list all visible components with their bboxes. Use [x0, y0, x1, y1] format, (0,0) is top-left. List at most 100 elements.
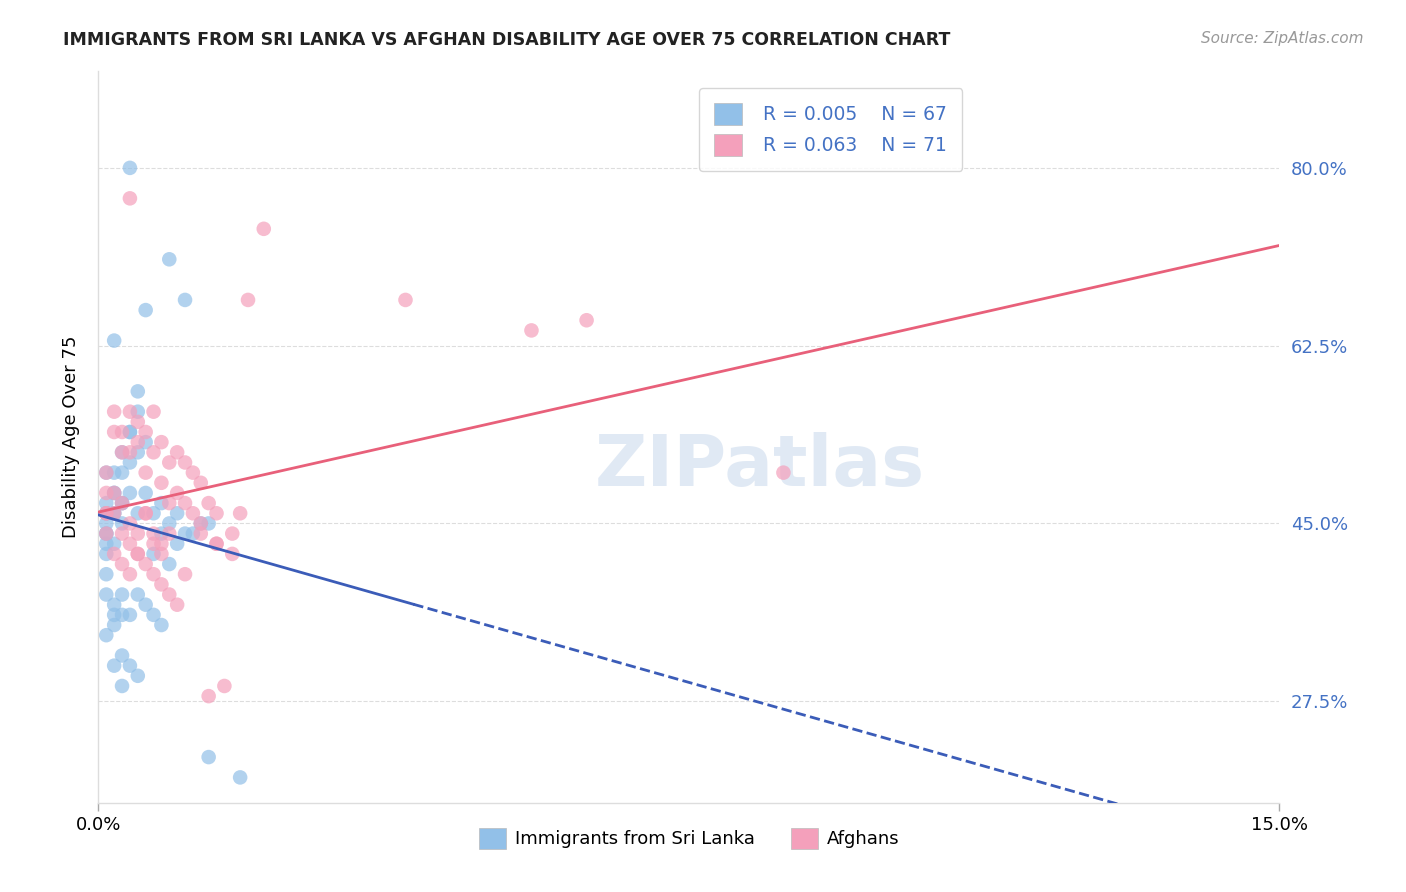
Point: [118, 161, 141, 175]
Point: [96, 526, 118, 541]
Point: [103, 618, 125, 632]
Text: ZIPatlas: ZIPatlas: [595, 432, 925, 500]
Point: [575, 313, 598, 327]
Point: [103, 506, 125, 520]
Point: [127, 547, 149, 561]
Point: [166, 445, 188, 459]
Point: [103, 486, 125, 500]
Point: [520, 323, 543, 337]
Point: [190, 475, 212, 490]
Point: [111, 496, 134, 510]
Point: [103, 537, 125, 551]
Point: [174, 293, 197, 307]
Point: [174, 455, 197, 469]
Point: [166, 598, 188, 612]
Point: [135, 506, 157, 520]
Point: [135, 506, 157, 520]
Point: [111, 496, 134, 510]
Point: [157, 557, 180, 571]
Legend: Immigrants from Sri Lanka, Afghans: Immigrants from Sri Lanka, Afghans: [471, 821, 907, 856]
Point: [205, 506, 228, 520]
Point: [118, 567, 141, 582]
Point: [111, 557, 134, 571]
Point: [127, 445, 149, 459]
Point: [111, 588, 134, 602]
Point: [96, 537, 118, 551]
Point: [127, 415, 149, 429]
Point: [118, 445, 141, 459]
Point: [181, 526, 204, 541]
Point: [142, 547, 165, 561]
Point: [142, 405, 165, 419]
Point: [135, 303, 157, 318]
Point: [96, 506, 118, 520]
Point: [96, 516, 118, 531]
Point: [150, 435, 173, 450]
Point: [96, 588, 118, 602]
Point: [127, 526, 149, 541]
Point: [205, 537, 228, 551]
Point: [135, 598, 157, 612]
Point: [118, 537, 141, 551]
Point: [229, 771, 252, 785]
Point: [135, 486, 157, 500]
Point: [118, 425, 141, 439]
Point: [118, 405, 141, 419]
Point: [103, 547, 125, 561]
Point: [135, 425, 157, 439]
Point: [96, 486, 118, 500]
Point: [142, 526, 165, 541]
Point: [127, 588, 149, 602]
Point: [157, 516, 180, 531]
Point: [96, 526, 118, 541]
Point: [150, 526, 173, 541]
Point: [150, 475, 173, 490]
Point: [221, 526, 243, 541]
Point: [96, 496, 118, 510]
Point: [127, 506, 149, 520]
Point: [103, 425, 125, 439]
Point: [197, 496, 219, 510]
Point: [197, 516, 219, 531]
Point: [150, 496, 173, 510]
Point: [127, 669, 149, 683]
Point: [96, 526, 118, 541]
Point: [181, 466, 204, 480]
Point: [157, 588, 180, 602]
Point: [142, 506, 165, 520]
Point: [157, 455, 180, 469]
Point: [190, 516, 212, 531]
Point: [166, 506, 188, 520]
Point: [229, 506, 252, 520]
Point: [214, 679, 236, 693]
Point: [142, 537, 165, 551]
Point: [111, 607, 134, 622]
Point: [118, 658, 141, 673]
Point: [190, 526, 212, 541]
Point: [127, 435, 149, 450]
Point: [111, 445, 134, 459]
Point: [111, 526, 134, 541]
Point: [174, 567, 197, 582]
Text: IMMIGRANTS FROM SRI LANKA VS AFGHAN DISABILITY AGE OVER 75 CORRELATION CHART: IMMIGRANTS FROM SRI LANKA VS AFGHAN DISA…: [63, 31, 950, 49]
Point: [118, 455, 141, 469]
Point: [96, 506, 118, 520]
Point: [103, 486, 125, 500]
Point: [96, 466, 118, 480]
Point: [96, 506, 118, 520]
Point: [111, 648, 134, 663]
Point: [166, 537, 188, 551]
Point: [118, 191, 141, 205]
Point: [96, 628, 118, 642]
Y-axis label: Disability Age Over 75: Disability Age Over 75: [62, 335, 80, 539]
Point: [103, 466, 125, 480]
Point: [253, 222, 276, 236]
Point: [111, 496, 134, 510]
Point: [157, 526, 180, 541]
Point: [103, 607, 125, 622]
Point: [157, 252, 180, 267]
Point: [103, 506, 125, 520]
Point: [135, 557, 157, 571]
Point: [181, 506, 204, 520]
Point: [111, 445, 134, 459]
